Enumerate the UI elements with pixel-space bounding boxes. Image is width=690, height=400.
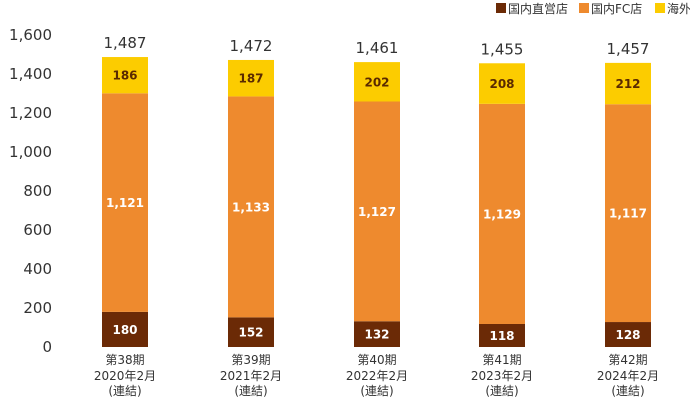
y-tick-label: 0 — [42, 338, 52, 356]
bar-segment-label: 1,127 — [358, 205, 396, 219]
bar-segment — [228, 59, 274, 97]
x-category-label: 第39期 — [231, 353, 270, 367]
bar-segment-label: 152 — [238, 326, 263, 340]
y-tick-label: 1,400 — [9, 65, 52, 83]
bar-segment — [605, 62, 651, 105]
bar-segment-label: 180 — [112, 323, 137, 337]
x-axis: 第38期2020年2月(連結)第39期2021年2月(連結)第40期2022年2… — [94, 353, 659, 398]
y-tick-label: 800 — [23, 182, 52, 200]
y-tick-label: 1,200 — [9, 104, 52, 122]
y-tick-label: 1,600 — [9, 26, 52, 44]
y-tick-label: 1,000 — [9, 143, 52, 161]
bar-segment-label: 212 — [615, 77, 640, 91]
bar-segment-label: 1,121 — [106, 196, 144, 210]
bar-segment-label: 118 — [489, 329, 514, 343]
bar-segment-label: 208 — [489, 77, 514, 91]
legend-label: 国内直営店 — [508, 2, 568, 16]
x-category-label: 2024年2月 — [597, 369, 659, 383]
bar-segment — [354, 321, 400, 347]
bar-segment-label: 132 — [364, 328, 389, 342]
bar-segment — [228, 317, 274, 347]
bars: 180 1,121 186 1,487 152 1,133 187 1,472 132 1,127… — [102, 34, 651, 347]
bar-segment — [479, 103, 525, 324]
legend-swatch — [655, 3, 665, 13]
bar-total-label: 1,457 — [607, 40, 650, 58]
bar-segment — [228, 96, 274, 318]
bar-segment-label: 1,117 — [609, 207, 647, 221]
bar-total-label: 1,455 — [481, 40, 524, 58]
x-category-label: 2022年2月 — [346, 369, 408, 383]
y-tick-label: 400 — [23, 260, 52, 278]
legend-swatch — [579, 3, 589, 13]
legend-label: 海外 — [667, 1, 690, 16]
bar-segment — [605, 322, 651, 347]
x-category-label: 2023年2月 — [471, 369, 533, 383]
bar-segment — [479, 63, 525, 104]
x-category-label: (連結) — [234, 384, 267, 398]
y-tick-label: 200 — [23, 299, 52, 317]
x-category-label: (連結) — [108, 384, 141, 398]
x-category-label: 第38期 — [105, 353, 144, 367]
y-tick-label: 600 — [23, 221, 52, 239]
bar-segment-label: 202 — [364, 75, 389, 89]
legend: 国内直営店 国内FC店 海外 — [496, 1, 690, 16]
bar-segment — [354, 62, 400, 102]
x-category-label: 第42期 — [608, 353, 647, 367]
bar-total-label: 1,487 — [104, 34, 147, 52]
bar-segment — [102, 57, 148, 94]
x-category-label: (連結) — [485, 384, 518, 398]
bar-segment — [354, 101, 400, 322]
x-category-label: (連結) — [360, 384, 393, 398]
legend-swatch — [496, 3, 506, 13]
bar-total-label: 1,461 — [356, 39, 399, 57]
x-category-label: (連結) — [611, 384, 644, 398]
x-category-label: 第41期 — [482, 353, 521, 367]
bar-segment-label: 128 — [615, 328, 640, 342]
bar-segment — [102, 93, 148, 312]
bar-segment-label: 186 — [112, 69, 137, 83]
bar-segment — [479, 323, 525, 347]
bar-total-label: 1,472 — [230, 37, 273, 55]
legend-label: 国内FC店 — [591, 2, 642, 16]
bar-segment — [102, 311, 148, 347]
x-category-label: 2020年2月 — [94, 369, 156, 383]
bar-segment-label: 1,129 — [483, 207, 521, 221]
bar-segment — [605, 104, 651, 323]
x-category-label: 第40期 — [357, 353, 396, 367]
y-axis: 0 200 400 600 800 1,000 1,200 1,400 1,600 — [9, 26, 52, 356]
bar-segment-label: 1,133 — [232, 200, 270, 214]
bar-segment-label: 187 — [238, 72, 263, 86]
x-category-label: 2021年2月 — [220, 369, 282, 383]
